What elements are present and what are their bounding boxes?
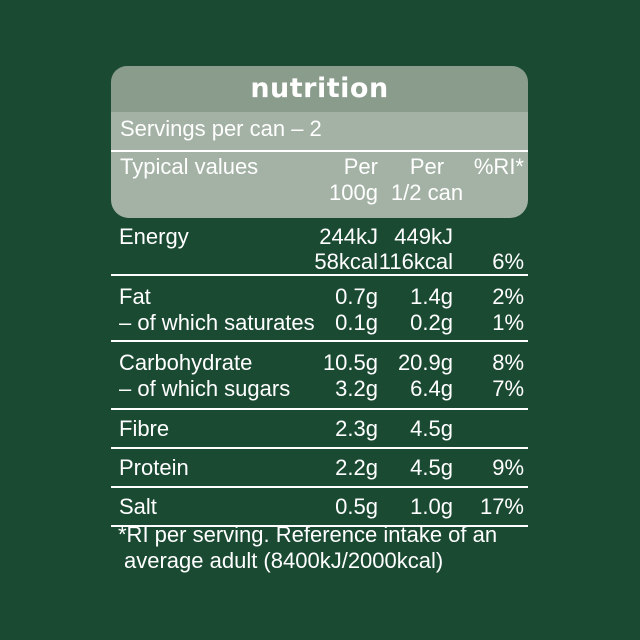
value-per-half-can: 116kcal: [378, 249, 453, 274]
table-row-fibre: Fibre 2.3g 4.5g: [111, 410, 528, 449]
value-per-100g: 10.5g: [322, 350, 378, 375]
row-label: Fat: [119, 284, 151, 309]
row-sublabel: – of which saturates: [119, 310, 315, 335]
value-per-half-can: 4.5g: [410, 416, 453, 441]
value-per-half-can: 6.4g: [410, 376, 453, 401]
value-per-100g: 58kcal: [314, 249, 378, 274]
servings-per-can: Servings per can – 2: [120, 116, 322, 141]
nutrition-title: nutrition: [111, 66, 528, 112]
value-ri: 1%: [492, 310, 524, 335]
footnote-line2: average adult (8400kJ/2000kcal): [124, 548, 444, 573]
ri-header: %RI*: [473, 154, 524, 179]
header-grey-box: Servings per can – 2 Typical values Per …: [111, 112, 528, 218]
nutrition-rows: Energy 244kJ 58kcal 449kJ 116kcal 6% Fat…: [111, 218, 528, 527]
value-per-half-can: 0.2g: [410, 310, 453, 335]
header-divider: [111, 150, 528, 152]
value-per-100g: 2.3g: [335, 416, 378, 441]
value-per-100g: 0.1g: [335, 310, 378, 335]
table-row-salt: Salt 0.5g 1.0g 17%: [111, 488, 528, 527]
value-ri: 6%: [492, 249, 524, 274]
value-per-100g: 2.2g: [335, 455, 378, 480]
value-per-100g: 0.5g: [335, 494, 378, 519]
row-label: Fibre: [119, 416, 170, 441]
value-ri: 9%: [492, 455, 524, 480]
footnote-line1: *RI per serving. Reference intake of an: [118, 522, 498, 547]
value-ri: 8%: [492, 350, 524, 375]
value-ri: 7%: [492, 376, 524, 401]
table-row-fat: Fat – of which saturates 0.7g 0.1g 1.4g …: [111, 276, 528, 342]
table-row-protein: Protein 2.2g 4.5g 9%: [111, 449, 528, 488]
per-100g-header: Per 100g: [329, 154, 378, 206]
typical-values-label: Typical values: [120, 154, 259, 179]
row-label: Protein: [119, 455, 189, 480]
per-100g-line1: Per: [343, 154, 378, 179]
value-per-half-can: 449kJ: [394, 224, 453, 249]
value-ri: 17%: [479, 494, 524, 519]
value-per-half-can: 20.9g: [397, 350, 453, 375]
value-per-half-can: 1.4g: [410, 284, 453, 309]
per-half-can-line1: Per: [409, 154, 445, 179]
row-label: Salt: [119, 494, 157, 519]
value-ri: 2%: [492, 284, 524, 309]
per-100g-line2: 100g: [329, 180, 378, 205]
row-sublabel: – of which sugars: [119, 376, 291, 401]
per-half-can-header: Per 1/2 can: [387, 154, 467, 206]
row-label: Energy: [119, 224, 189, 249]
value-per-100g: 3.2g: [335, 376, 378, 401]
value-per-100g: 244kJ: [319, 224, 378, 249]
nutrition-header-panel: nutrition Servings per can – 2 Typical v…: [111, 66, 528, 218]
table-row-energy: Energy 244kJ 58kcal 449kJ 116kcal 6%: [111, 218, 528, 276]
value-per-half-can: 1.0g: [410, 494, 453, 519]
row-label: Carbohydrate: [119, 350, 253, 375]
value-per-half-can: 4.5g: [410, 455, 453, 480]
per-half-can-line2: 1/2 can: [390, 180, 464, 205]
footnote: *RI per serving. Reference intake of an …: [118, 522, 497, 574]
table-row-carbohydrate: Carbohydrate – of which sugars 10.5g 3.2…: [111, 342, 528, 410]
value-per-100g: 0.7g: [335, 284, 378, 309]
